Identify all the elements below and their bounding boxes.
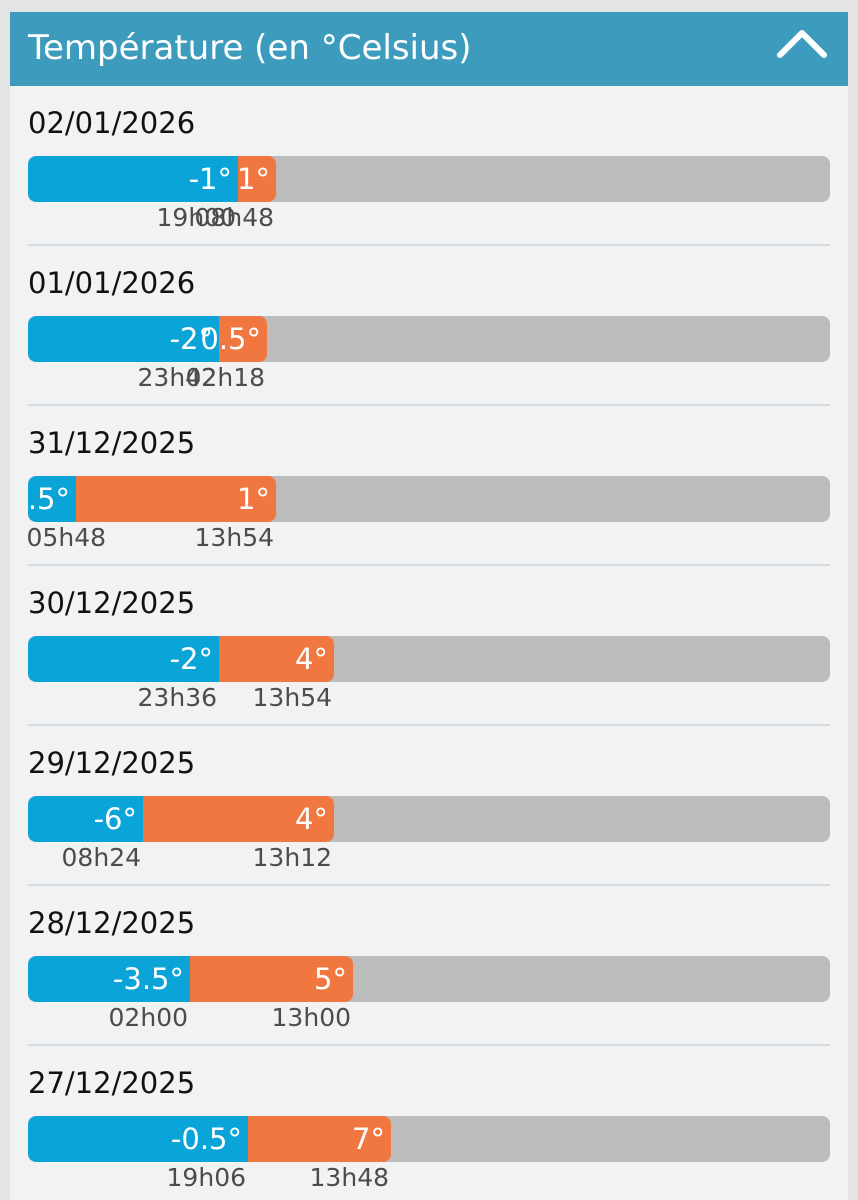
day-date: 01/01/2026 (28, 266, 196, 300)
collapse-button[interactable] (774, 23, 830, 63)
day-row: 02/01/2026 -1° 1° 19h00 08h48 (10, 86, 848, 246)
min-temp-time: 23h36 (137, 683, 217, 712)
day-row: 01/01/2026 -2° 0.5° 23h42 02h18 (10, 246, 848, 406)
row-divider (28, 724, 830, 726)
day-row: 30/12/2025 -2° 4° 23h36 13h54 (10, 566, 848, 726)
day-date: 28/12/2025 (28, 906, 196, 940)
max-temp-time: 13h12 (252, 843, 332, 872)
panel-header[interactable]: Température (en °Celsius) (10, 12, 848, 86)
min-temp-time: 19h00 (156, 203, 236, 232)
temperature-bar: -3.5° 5° (28, 956, 830, 1002)
min-temp-bar: -1° (28, 156, 238, 202)
day-row: 31/12/2025 -9.5° 1° 05h48 13h54 (10, 406, 848, 566)
max-temp-bar: 0.5° (200, 316, 267, 362)
max-temp-value: 7° (352, 1122, 385, 1156)
min-temp-time: 19h06 (166, 1163, 246, 1192)
min-temp-bar: -6° (28, 796, 143, 842)
temperature-bar: -9.5° 1° (28, 476, 830, 522)
max-temp-time: 13h54 (252, 683, 332, 712)
max-temp-bar: 1° (237, 156, 276, 202)
day-date: 31/12/2025 (28, 426, 196, 460)
temperature-panel: Température (en °Celsius) 02/01/2026 -1°… (10, 12, 848, 1200)
day-date: 02/01/2026 (28, 106, 196, 140)
min-temp-time: 08h24 (61, 843, 141, 872)
min-temp-bar: -2° (28, 316, 219, 362)
min-temp-value: -2° (169, 322, 213, 356)
row-divider (28, 1044, 830, 1046)
max-temp-value: 5° (314, 962, 347, 996)
min-temp-value: -2° (169, 642, 213, 676)
max-temp-time: 13h48 (309, 1163, 389, 1192)
row-divider (28, 884, 830, 886)
day-date: 29/12/2025 (28, 746, 196, 780)
min-temp-value: -3.5° (112, 962, 184, 996)
min-temp-time: 02h00 (108, 1003, 188, 1032)
max-temp-time: 13h00 (271, 1003, 351, 1032)
temperature-bar: -2° 4° (28, 636, 830, 682)
min-temp-bar: -9.5° (28, 476, 76, 522)
temperature-bar: -6° 4° (28, 796, 830, 842)
max-temp-value: 4° (295, 642, 328, 676)
min-temp-bar: -3.5° (28, 956, 190, 1002)
min-temp-time: 23h42 (137, 363, 217, 392)
max-temp-value: 1° (237, 482, 270, 516)
max-temp-value: 4° (295, 802, 328, 836)
day-date: 27/12/2025 (28, 1066, 196, 1100)
max-temp-time: 08h48 (194, 203, 274, 232)
temperature-bar: -0.5° 7° (28, 1116, 830, 1162)
min-temp-value: -9.5° (28, 482, 70, 516)
max-temp-bar: 5° (190, 956, 353, 1002)
panel-title: Température (en °Celsius) (28, 28, 472, 68)
max-temp-bar: 4° (143, 796, 334, 842)
temperature-bar: -2° 0.5° (28, 316, 830, 362)
daily-list: 02/01/2026 -1° 1° 19h00 08h48 01/01/2026… (10, 86, 848, 1200)
min-temp-value: -6° (93, 802, 137, 836)
max-temp-value: 1° (237, 162, 270, 196)
min-temp-time: 05h48 (26, 523, 106, 552)
day-row: 28/12/2025 -3.5° 5° 02h00 13h00 (10, 886, 848, 1046)
chevron-up-icon (777, 30, 827, 58)
max-temp-time: 13h54 (194, 523, 274, 552)
day-date: 30/12/2025 (28, 586, 196, 620)
temperature-bar: -1° 1° (28, 156, 830, 202)
max-temp-bar: 7° (248, 1116, 391, 1162)
max-temp-value: 0.5° (200, 322, 261, 356)
min-temp-bar: -2° (28, 636, 219, 682)
max-temp-time: 02h18 (185, 363, 265, 392)
min-temp-value: -0.5° (170, 1122, 242, 1156)
max-temp-bar: 1° (76, 476, 276, 522)
day-row: 27/12/2025 -0.5° 7° 19h06 13h48 (10, 1046, 848, 1200)
max-temp-bar: 4° (219, 636, 334, 682)
row-divider (28, 244, 830, 246)
row-divider (28, 404, 830, 406)
min-temp-bar: -0.5° (28, 1116, 248, 1162)
min-temp-value: -1° (188, 162, 232, 196)
row-divider (28, 564, 830, 566)
day-row: 29/12/2025 -6° 4° 08h24 13h12 (10, 726, 848, 886)
